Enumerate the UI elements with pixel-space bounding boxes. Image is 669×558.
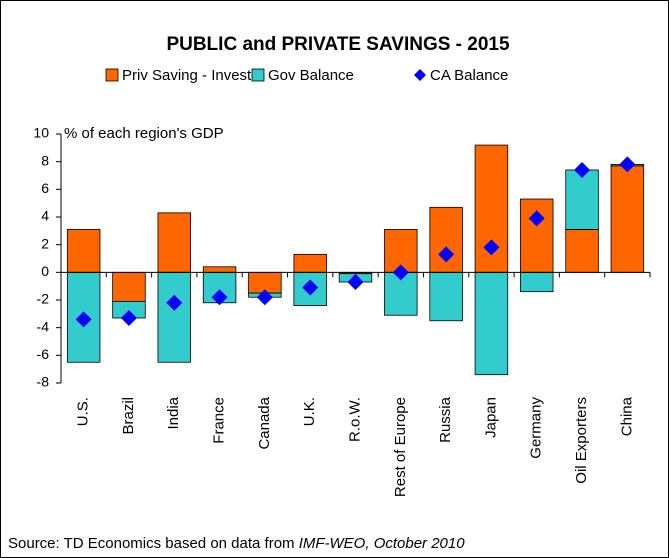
- x-tick-label: Japan: [482, 397, 499, 438]
- y-tick-label: -8: [37, 374, 50, 390]
- y-tick-label: 6: [41, 180, 49, 196]
- bar: [429, 271, 463, 322]
- bar: [565, 229, 599, 273]
- x-tick-label: Oil Exporters: [573, 397, 590, 484]
- x-tick-label: Rest of Europe: [392, 397, 409, 497]
- y-tick-label: -6: [37, 346, 50, 362]
- source: Source: TD Economics based on data from …: [8, 535, 465, 552]
- y-tick-label: 8: [41, 152, 49, 168]
- marker: [166, 294, 183, 311]
- legend-label: Gov Balance: [268, 67, 354, 84]
- x-tick-label: U.K.: [301, 397, 318, 426]
- marker: [619, 156, 636, 173]
- bar: [520, 198, 554, 273]
- x-tick-label: Russia: [437, 396, 454, 443]
- x-tick-label: China: [618, 396, 635, 436]
- bar: [112, 271, 146, 302]
- marker: [347, 274, 364, 291]
- marker: [392, 264, 409, 281]
- y-tick-label: 0: [41, 263, 49, 279]
- bar: [520, 271, 554, 293]
- bar: [474, 271, 509, 376]
- y-tick-label: 2: [41, 235, 49, 251]
- bar: [66, 229, 101, 273]
- marker: [75, 311, 92, 328]
- marker: [302, 279, 319, 296]
- x-tick-label: Germany: [528, 397, 545, 459]
- y-tick-label: 4: [41, 208, 49, 224]
- source-emphasis: IMF-WEO, October 2010: [299, 535, 466, 552]
- y-tick-label: -2: [37, 291, 50, 307]
- bar: [610, 165, 645, 273]
- bar: [202, 266, 237, 273]
- legend-swatch: [105, 68, 119, 82]
- marker: [438, 246, 455, 263]
- legend-swatch: [251, 68, 265, 82]
- chart-title: PUBLIC and PRIVATE SAVINGS - 2015: [166, 34, 510, 55]
- marker: [483, 239, 500, 256]
- x-tick-label: France: [211, 397, 228, 444]
- marker: [256, 289, 273, 306]
- bar: [157, 212, 191, 273]
- y-tick-label: 10: [33, 125, 49, 141]
- marker: [120, 309, 137, 326]
- y-tick-label: -4: [37, 318, 50, 334]
- marker: [211, 289, 228, 306]
- legend-marker: [414, 69, 426, 81]
- bar: [429, 206, 463, 273]
- marker: [574, 161, 591, 178]
- legend-label: CA Balance: [430, 67, 508, 84]
- legend-label: Priv Saving - Invest: [122, 67, 252, 84]
- bar: [293, 253, 327, 273]
- bar: [565, 169, 599, 230]
- bar: [157, 271, 191, 363]
- x-tick-label: Brazil: [120, 397, 137, 435]
- x-tick-label: Canada: [256, 396, 273, 449]
- x-tick-label: R.o.W.: [346, 397, 363, 442]
- x-tick-label: India: [165, 396, 182, 429]
- source-text: Source: TD Economics based on data from: [8, 535, 295, 552]
- x-tick-label: U.S.: [75, 397, 92, 426]
- marker: [528, 210, 545, 227]
- annotation: % of each region's GDP: [64, 125, 224, 142]
